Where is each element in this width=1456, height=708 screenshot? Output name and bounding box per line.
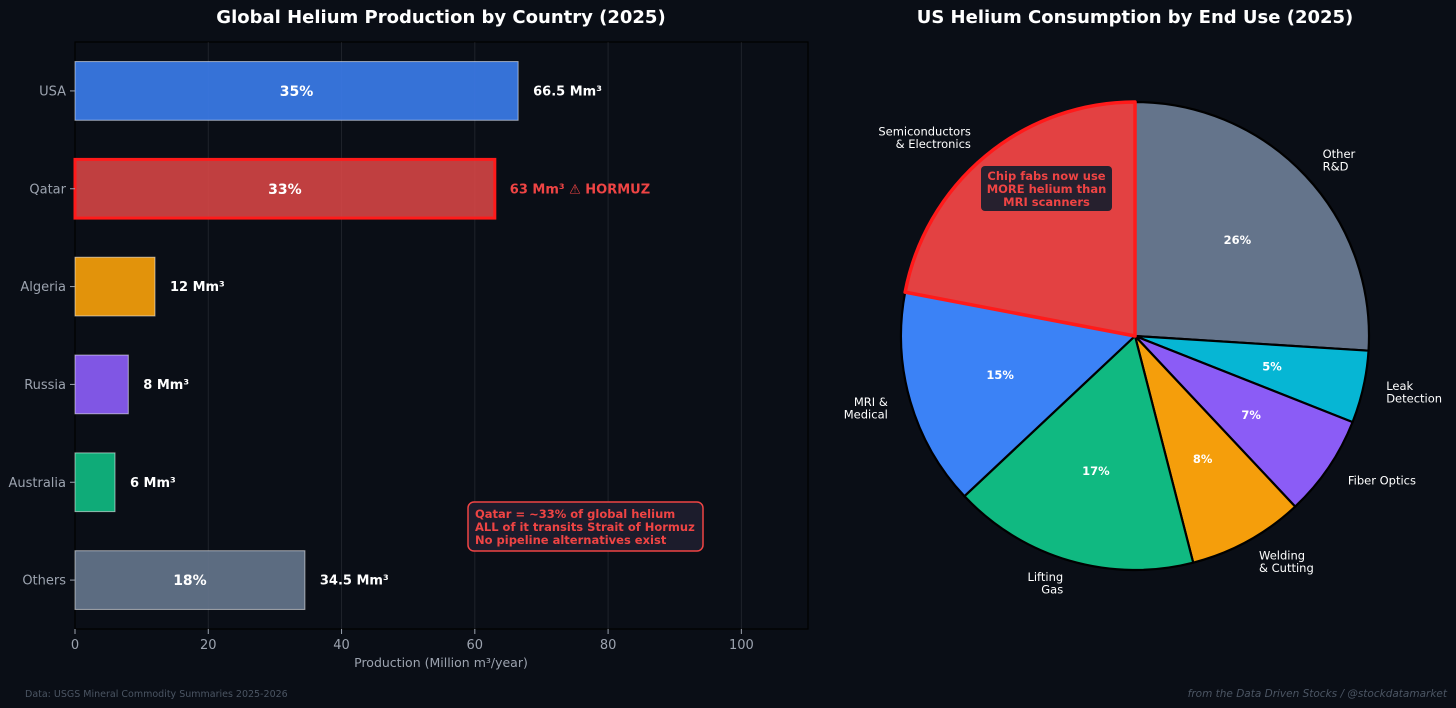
- pie-slice-mri-medical: [899, 291, 1137, 498]
- chip-fab-annotation-line-1: Chip fabs now use: [987, 169, 1105, 183]
- bar-value-label: 8 Mm³: [143, 378, 189, 393]
- pie-percent-label: 5%: [1262, 360, 1282, 374]
- bar-usa: [74, 61, 519, 121]
- bar-x-tick-label: 60: [467, 638, 484, 653]
- bar-category-label: Australia: [8, 476, 66, 491]
- pie-category-label: Leak Detection: [1386, 379, 1442, 406]
- bar-value-label: 12 Mm³: [170, 280, 225, 295]
- pie-category-label-line: Semiconductors: [878, 125, 971, 139]
- bar-share-label: 35%: [280, 84, 314, 100]
- bar-share-label: 18%: [173, 573, 207, 589]
- hormuz-annotation-line-3: No pipeline alternatives exist: [475, 533, 667, 547]
- pie-category-label-line: & Electronics: [896, 137, 971, 151]
- bar-australia: [74, 452, 116, 513]
- hormuz-annotation-line-1: Qatar = ~33% of global helium: [475, 507, 675, 521]
- pie-category-label-line: & Cutting: [1259, 561, 1314, 575]
- bar-x-tick-label: 100: [729, 638, 754, 653]
- bar-x-tick-label: 0: [71, 638, 79, 653]
- pie-slice-lifting-gas: [963, 334, 1195, 572]
- pie-category-label-line: Detection: [1386, 392, 1442, 406]
- bar-category-label: Algeria: [20, 280, 66, 295]
- chip-fab-annotation-box: [981, 166, 1112, 211]
- pie-category-label: Welding & Cutting: [1259, 549, 1314, 576]
- bar-chart-title: Global Helium Production by Country (202…: [216, 7, 665, 28]
- bar-category-label: USA: [39, 84, 66, 99]
- pie-highlight-outline: [903, 100, 1137, 338]
- chip-fab-annotation: Chip fabs now use MORE helium than MRI s…: [981, 166, 1112, 211]
- pie-chart: US Helium Consumption by End Use (2025) …: [844, 7, 1442, 597]
- bar-category-label: Others: [22, 574, 66, 589]
- hormuz-annotation: Qatar = ~33% of global helium ALL of it …: [467, 501, 704, 552]
- pie-category-label-line: R&D: [1323, 159, 1349, 173]
- pie-percent-label: 17%: [1082, 464, 1110, 478]
- pie-category-label-line: Leak: [1386, 379, 1413, 393]
- pie-slice-welding-cutting: [1133, 334, 1297, 564]
- pie-category-label: Lifting Gas: [1027, 570, 1063, 597]
- pie-category-label-line: Welding: [1259, 549, 1305, 563]
- pie-category-label-line: Other: [1323, 147, 1356, 161]
- hormuz-annotation-box: [467, 501, 704, 552]
- bar-chart: Global Helium Production by Country (202…: [8, 7, 809, 670]
- bar-russia: [74, 354, 129, 415]
- pie-category-label: MRI & Medical: [844, 395, 888, 422]
- pie-category-label-line: Lifting: [1027, 570, 1063, 584]
- hormuz-annotation-line-2: ALL of it transits Strait of Hormuz: [475, 520, 695, 534]
- bar-x-axis-ticks: 0 20 40 60 80 100: [71, 629, 754, 653]
- chip-fab-annotation-line-2: MORE helium than: [987, 182, 1107, 196]
- pie-percent-label: 7%: [1241, 408, 1261, 422]
- pie-slice-other-r-d: [1133, 100, 1371, 352]
- pie-category-label: Other R&D: [1323, 147, 1356, 174]
- pie-category-label: Fiber Optics: [1348, 474, 1416, 488]
- bar-category-label: Qatar: [29, 182, 66, 197]
- chip-fab-annotation-line-3: MRI scanners: [1003, 195, 1090, 209]
- pie-percent-label: 15%: [986, 368, 1014, 382]
- bar-value-label: 63 Mm³ ⚠ HORMUZ: [510, 182, 650, 197]
- bar-share-label: 33%: [268, 182, 302, 198]
- pie-category-label: Semiconductors & Electronics: [878, 125, 971, 152]
- pie-labels: 26% Other R&D 5% Leak Detection 7% Fiber Optics…: [844, 125, 1442, 597]
- pie-percent-label: 26%: [1224, 233, 1252, 247]
- pie-category-label-line: Medical: [844, 407, 888, 421]
- bar-value-label: 6 Mm³: [130, 476, 176, 491]
- pie-chart-title: US Helium Consumption by End Use (2025): [917, 7, 1354, 28]
- pie-category-label-line: Fiber Optics: [1348, 474, 1416, 488]
- bar-x-tick-label: 40: [333, 638, 350, 653]
- bar-x-tick-label: 80: [600, 638, 617, 653]
- bar-x-axis-label: Production (Million m³/year): [354, 655, 528, 670]
- source-note: Data: USGS Mineral Commodity Summaries 2…: [25, 689, 288, 700]
- bar-value-label: 34.5 Mm³: [320, 574, 389, 589]
- bar-category-label: Russia: [24, 378, 66, 393]
- pie-percent-label: 8%: [1193, 452, 1213, 466]
- bar-qatar: [73, 157, 497, 220]
- bar-marks: USA 35% 66.5 Mm³ Qatar 33% 63 Mm³ ⚠ HORMUZ Alg…: [8, 61, 650, 610]
- credit-note: from the Data Driven Stocks / @stockdata…: [1188, 688, 1448, 700]
- pie-slice-fiber-optics: [1133, 334, 1354, 508]
- bar-x-tick-label: 20: [200, 638, 217, 653]
- bar-algeria: [74, 256, 156, 317]
- pie-category-label-line: Gas: [1041, 583, 1063, 597]
- pie-slices: [899, 100, 1371, 572]
- pie-category-label-line: MRI &: [854, 395, 888, 409]
- bar-value-label: 66.5 Mm³: [533, 84, 602, 99]
